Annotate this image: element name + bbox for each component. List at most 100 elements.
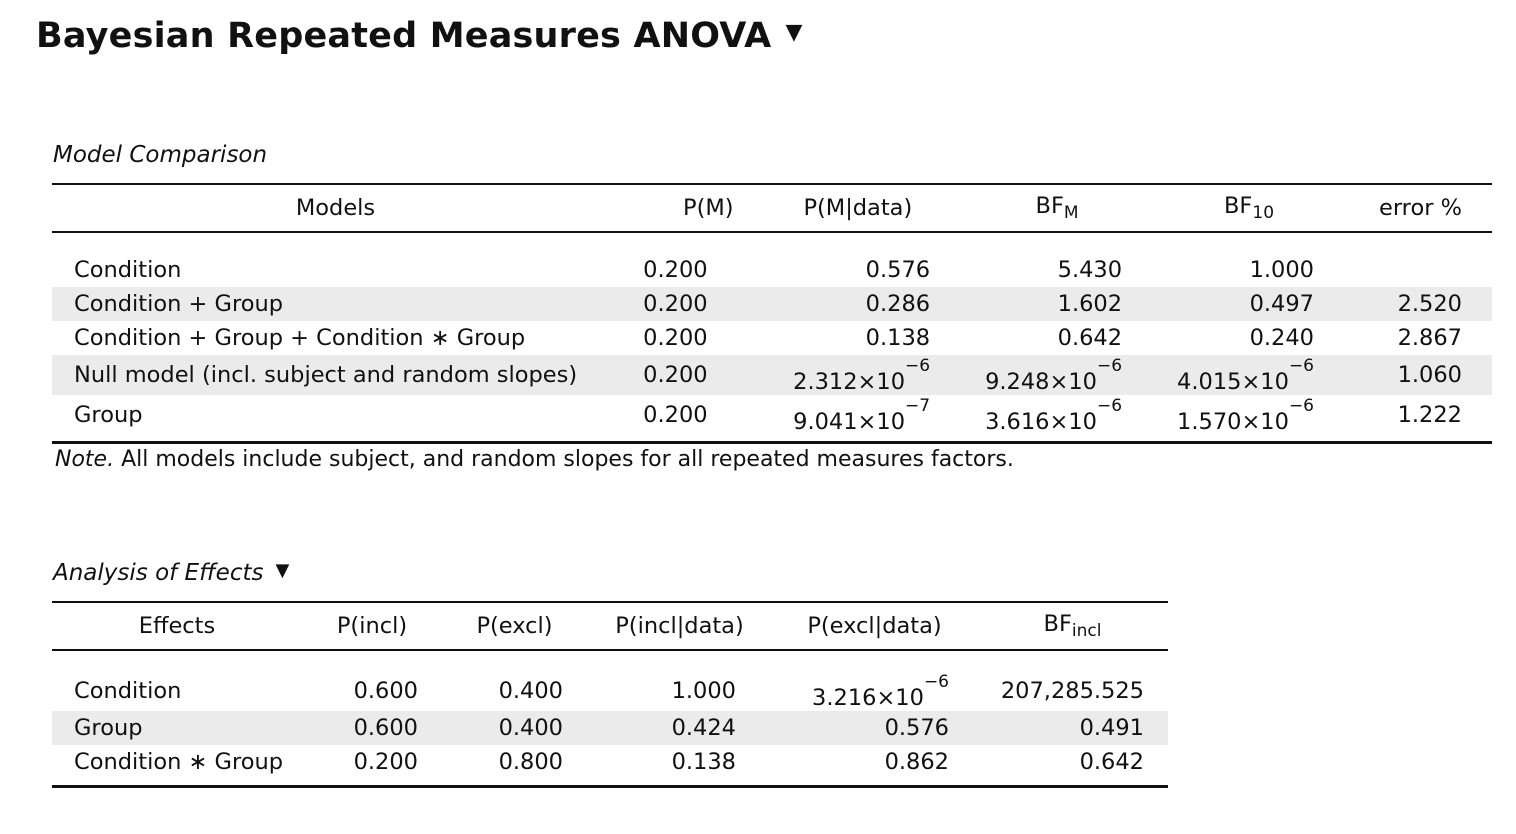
pm-cell: 0.200 [619, 287, 746, 321]
bfm-cell: 3.616×10−6 [942, 395, 1135, 444]
pm-data-cell: 9.041×10−7 [745, 395, 943, 444]
column-header-p-excl-data[interactable]: P(excl|data) [772, 601, 977, 651]
analysis-title-text: Bayesian Repeated Measures ANOVA [36, 16, 772, 56]
column-header-models[interactable]: Models [52, 183, 620, 233]
table-row: Condition ∗ Group 0.200 0.800 0.138 0.86… [52, 745, 1168, 788]
table-row: Group 0.600 0.400 0.424 0.576 0.491 [52, 711, 1168, 745]
p-incl-data-cell: 1.000 [671, 678, 736, 704]
model-cell: Condition [74, 257, 182, 283]
pm-data-cell: 0.576 [865, 257, 931, 283]
error-cell [1326, 232, 1492, 287]
bfm-cell: 5.430 [1057, 257, 1123, 283]
bf-incl-base: BF [1043, 611, 1072, 637]
bf-incl-cell: 207,285.525 [1000, 678, 1144, 704]
table-row: Condition 0.200 0.576 5.430 1.000 [52, 232, 1492, 287]
table-row: Null model (incl. subject and random slo… [52, 355, 1492, 395]
note-label: Note. [55, 447, 115, 472]
p-incl-data-cell: 0.424 [587, 711, 772, 745]
error-cell: 1.060 [1326, 355, 1492, 395]
p-excl-data-mantissa: 3.216×10 [812, 684, 924, 711]
bf-incl-cell: 0.491 [977, 711, 1168, 745]
bfm-base: BF [1035, 193, 1064, 219]
column-header-bf-incl[interactable]: BFincl [977, 601, 1168, 651]
bfm-exponent: −6 [1096, 355, 1123, 376]
table-row: Condition 0.600 0.400 1.000 3.216×10−6 2… [52, 650, 1168, 711]
column-header-p-excl[interactable]: P(excl) [442, 601, 587, 651]
pm-data-mantissa: 2.312×10 [793, 368, 906, 395]
table-row: Group 0.200 9.041×10−7 3.616×10−6 1.570×… [52, 395, 1492, 444]
model-comparison-title-text: Model Comparison [53, 142, 268, 168]
bf10-cell: 0.240 [1249, 325, 1314, 351]
column-header-error[interactable]: error % [1326, 183, 1492, 233]
bfm-mantissa: 3.616×10 [985, 408, 1097, 435]
column-header-pm-data[interactable]: P(M|data) [745, 183, 943, 233]
table-header-row: Effects P(incl) P(excl) P(incl|data) P(e… [52, 601, 1168, 651]
bfm-cell: 1.602 [942, 287, 1135, 321]
effects-menu-caret-icon[interactable]: ▼ [275, 559, 290, 581]
column-header-pm[interactable]: P(M) [619, 183, 746, 233]
error-cell: 2.520 [1326, 287, 1492, 321]
model-comparison-table: Models P(M) P(M|data) BFM BF10 error % C… [52, 183, 1492, 444]
model-cell: Condition + Group + Condition ∗ Group [74, 325, 526, 351]
table-row: Condition + Group 0.200 0.286 1.602 0.49… [52, 287, 1492, 321]
effect-cell: Group [52, 711, 302, 745]
pm-cell: 0.200 [643, 325, 708, 351]
p-excl-data-cell: 0.576 [772, 711, 977, 745]
column-header-p-incl-data[interactable]: P(incl|data) [587, 601, 772, 651]
bf10-sub: 10 [1252, 203, 1275, 223]
error-cell: 1.222 [1326, 395, 1492, 444]
table-row: Condition + Group + Condition ∗ Group 0.… [52, 321, 1492, 355]
analysis-of-effects-title: Analysis of Effects ▼ [53, 559, 290, 587]
p-excl-cell: 0.800 [442, 745, 587, 788]
bf-incl-cell: 0.642 [977, 745, 1168, 788]
pm-data-exponent: −7 [905, 395, 931, 416]
analysis-menu-caret-icon[interactable]: ▼ [785, 19, 803, 45]
model-cell: Condition + Group [52, 287, 620, 321]
model-cell: Group [52, 395, 620, 444]
error-cell: 2.867 [1397, 325, 1462, 351]
p-excl-cell: 0.400 [442, 711, 587, 745]
bfm-cell: 0.642 [1057, 325, 1123, 351]
column-header-bf10[interactable]: BF10 [1134, 183, 1326, 233]
p-excl-cell: 0.400 [498, 678, 563, 704]
p-incl-cell: 0.200 [302, 745, 442, 788]
bf10-mantissa: 1.570×10 [1177, 408, 1289, 435]
note-text: All models include subject, and random s… [114, 447, 1014, 472]
p-incl-data-cell: 0.138 [587, 745, 772, 788]
pm-data-exponent: −6 [905, 355, 931, 376]
p-excl-data-exponent: −6 [923, 671, 949, 692]
column-header-bfm[interactable]: BFM [942, 183, 1135, 233]
model-comparison-title: Model Comparison [53, 142, 267, 168]
table-note: Note. All models include subject, and ra… [55, 447, 1014, 472]
model-cell: Null model (incl. subject and random slo… [52, 355, 620, 395]
pm-cell: 0.200 [619, 395, 746, 444]
p-excl-data-cell: 3.216×10−6 [772, 650, 977, 711]
p-incl-cell: 0.600 [302, 711, 442, 745]
bf10-mantissa: 4.015×10 [1177, 368, 1289, 395]
pm-data-cell: 2.312×10−6 [745, 355, 943, 395]
column-header-p-incl[interactable]: P(incl) [302, 601, 442, 651]
column-header-effects[interactable]: Effects [52, 601, 302, 651]
bfm-cell: 9.248×10−6 [942, 355, 1135, 395]
p-excl-data-cell: 0.862 [772, 745, 977, 788]
pm-data-cell: 0.138 [865, 325, 931, 351]
bf10-cell: 4.015×10−6 [1134, 355, 1326, 395]
analysis-of-effects-title-text: Analysis of Effects [53, 560, 264, 586]
bfm-sub: M [1063, 203, 1079, 223]
bf10-exponent: −6 [1288, 395, 1314, 416]
bf10-exponent: −6 [1288, 355, 1314, 376]
p-incl-cell: 0.600 [353, 678, 418, 704]
pm-cell: 0.200 [643, 257, 708, 283]
pm-data-mantissa: 9.041×10 [793, 408, 906, 435]
effect-cell: Condition ∗ Group [52, 745, 302, 788]
analysis-of-effects-table: Effects P(incl) P(excl) P(incl|data) P(e… [52, 601, 1168, 788]
pm-data-cell: 0.286 [745, 287, 943, 321]
effect-cell: Condition [74, 678, 182, 704]
bfm-mantissa: 9.248×10 [985, 368, 1097, 395]
pm-cell: 0.200 [619, 355, 746, 395]
bf10-cell: 1.570×10−6 [1134, 395, 1326, 444]
bf10-base: BF [1224, 193, 1253, 219]
bf-incl-sub: incl [1071, 621, 1102, 641]
analysis-title: Bayesian Repeated Measures ANOVA ▼ [36, 16, 803, 56]
